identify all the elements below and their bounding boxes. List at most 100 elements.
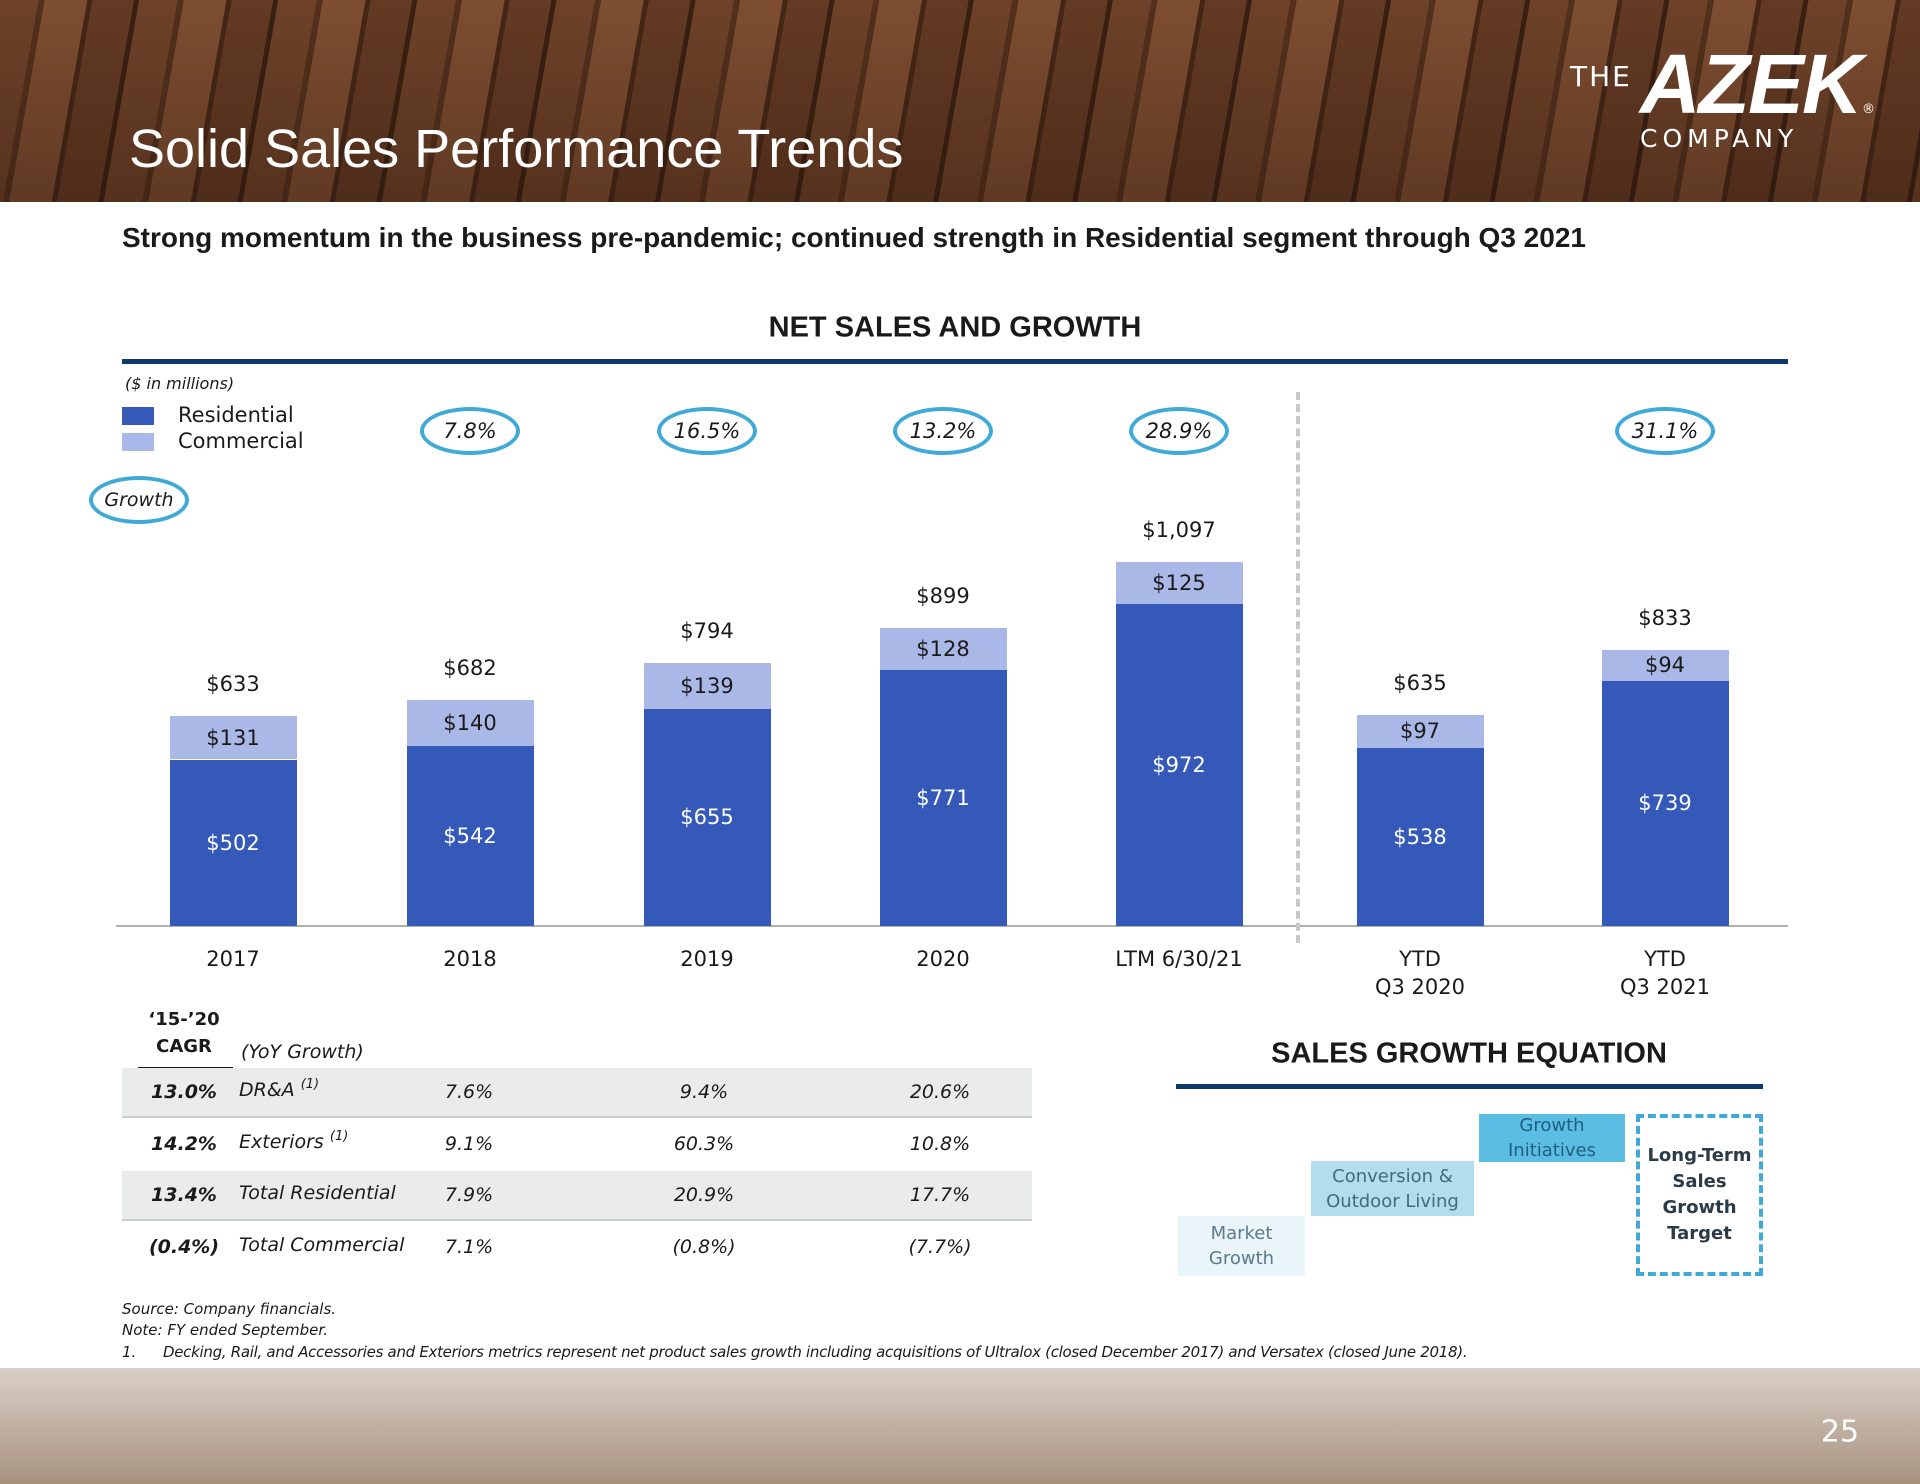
total-label: $682 xyxy=(443,655,497,680)
footer-band xyxy=(0,1368,1920,1484)
bar-segment xyxy=(643,708,771,926)
legend-label: Commercial xyxy=(178,429,304,453)
slide-title: Solid Sales Performance Trends xyxy=(129,119,904,179)
value-label: $972 xyxy=(1152,752,1206,777)
growth-ellipse: 13.2% xyxy=(893,407,993,455)
x-tick-label: 2018 xyxy=(443,947,497,971)
x-tick-label: LTM 6/30/21 xyxy=(1115,947,1243,971)
growth-ellipse: 7.8% xyxy=(420,407,520,455)
equation-title: SALES GROWTH EQUATION xyxy=(1271,1037,1667,1070)
bar-segment xyxy=(169,716,297,760)
unit-note: ($ in millions) xyxy=(125,374,235,393)
value-label: $140 xyxy=(443,711,497,736)
value-label: $97 xyxy=(1399,719,1441,744)
row-band xyxy=(122,1068,1032,1118)
growth-ellipse: 16.5% xyxy=(657,407,757,455)
growth-legend: Growth xyxy=(89,476,189,524)
value-label: $502 xyxy=(206,830,260,855)
value-cell: 9.1% xyxy=(444,1133,494,1155)
x-tick-label: 2017 xyxy=(206,947,260,971)
logo-mark: ® xyxy=(1862,102,1875,117)
value-cell: 7.1% xyxy=(444,1236,494,1258)
equation-step: Conversion & Outdoor Living xyxy=(1311,1161,1474,1216)
total-label: $635 xyxy=(1393,671,1447,696)
footnote-number: 1. xyxy=(122,1343,137,1361)
cagr-header: ‘15-’20 CAGR xyxy=(148,1009,220,1057)
bar-segment xyxy=(879,627,1007,671)
page-number: 25 xyxy=(1820,1414,1860,1450)
logo-company: COMPANY xyxy=(1640,124,1799,153)
total-label: $1,097 xyxy=(1142,518,1216,543)
row-label-text: DR&A xyxy=(239,1079,295,1101)
row-label-text: Total Residential xyxy=(239,1182,396,1204)
x-tick-label: 2019 xyxy=(680,947,734,971)
bar-segment xyxy=(406,699,534,747)
value-label: $125 xyxy=(1152,570,1206,595)
value-label: $131 xyxy=(206,725,260,750)
value-cell: 10.8% xyxy=(909,1133,971,1155)
row-label: Exteriors (1) xyxy=(239,1129,348,1153)
value-cell: 7.6% xyxy=(444,1081,494,1103)
growth-ellipse: 31.1% xyxy=(1615,407,1715,455)
value-cell: 17.7% xyxy=(909,1184,971,1206)
bar-segment xyxy=(1601,680,1729,926)
row-label: DR&A (1) xyxy=(239,1077,320,1101)
value-label: $542 xyxy=(443,824,497,849)
value-cell: (7.7%) xyxy=(908,1236,972,1258)
total-label: $899 xyxy=(916,583,970,608)
value-label: $538 xyxy=(1393,824,1447,849)
cagr-cell: 13.4% xyxy=(151,1184,217,1206)
row-label-text: Total Commercial xyxy=(239,1234,405,1256)
growth-ellipse: 28.9% xyxy=(1129,407,1229,455)
equation-target: Long-Term Sales Growth Target xyxy=(1636,1114,1763,1276)
equation-step: Growth Initiatives xyxy=(1479,1114,1625,1162)
cagr-cell: (0.4%) xyxy=(148,1236,220,1258)
cagr-cell: 13.0% xyxy=(151,1081,217,1103)
value-cell: 7.9% xyxy=(444,1184,494,1206)
value-label: $739 xyxy=(1638,791,1692,816)
value-cell: 20.6% xyxy=(909,1081,971,1103)
separator xyxy=(1296,392,1300,943)
bar-segment xyxy=(1115,603,1243,926)
total-label: $633 xyxy=(206,672,260,697)
value-cell: (0.8%) xyxy=(672,1236,736,1258)
bar-segment xyxy=(1356,747,1484,926)
x-axis xyxy=(116,925,1788,927)
growth-header: (YoY Growth) xyxy=(241,1041,364,1063)
legend-label: Residential xyxy=(178,403,294,427)
row-note: (1) xyxy=(300,1077,320,1092)
x-tick-label: 2020 xyxy=(916,947,970,971)
bar-segment xyxy=(406,746,534,926)
bar-segment xyxy=(643,662,771,709)
subtitle: Strong momentum in the business pre-pand… xyxy=(122,222,1586,253)
value-label: $139 xyxy=(680,673,734,698)
cagr-cell: 14.2% xyxy=(151,1133,217,1155)
value-cell: 9.4% xyxy=(679,1081,729,1103)
legend-swatch xyxy=(122,407,154,425)
note: Note: FY ended September. xyxy=(122,1321,328,1339)
footnote-text: Decking, Rail, and Accessories and Exter… xyxy=(163,1343,1468,1361)
value-cell: 20.9% xyxy=(673,1184,735,1206)
equation-step: Market Growth xyxy=(1178,1216,1305,1276)
equation-rule xyxy=(1176,1084,1763,1089)
x-tick-label: YTD Q3 2020 xyxy=(1374,947,1466,999)
value-label: $128 xyxy=(916,637,970,662)
bar-segment xyxy=(1356,715,1484,748)
value-label: $94 xyxy=(1644,653,1686,678)
total-label: $794 xyxy=(680,618,734,643)
bar-segment xyxy=(879,670,1007,926)
logo-name: AZEK xyxy=(1640,37,1863,131)
value-cell: 60.3% xyxy=(673,1133,735,1155)
source: Source: Company financials. xyxy=(122,1300,337,1318)
chart-title: NET SALES AND GROWTH xyxy=(768,311,1142,344)
bar-segment xyxy=(1115,562,1243,604)
x-tick-label: YTD Q3 2021 xyxy=(1619,947,1711,999)
value-label: $655 xyxy=(680,805,734,830)
row-label: Total Residential xyxy=(239,1182,396,1204)
bar-segment xyxy=(169,759,297,926)
row-label-text: Exteriors xyxy=(239,1131,324,1153)
row-band xyxy=(122,1171,1032,1221)
total-label: $833 xyxy=(1638,605,1692,630)
bar-segment xyxy=(1601,649,1729,681)
